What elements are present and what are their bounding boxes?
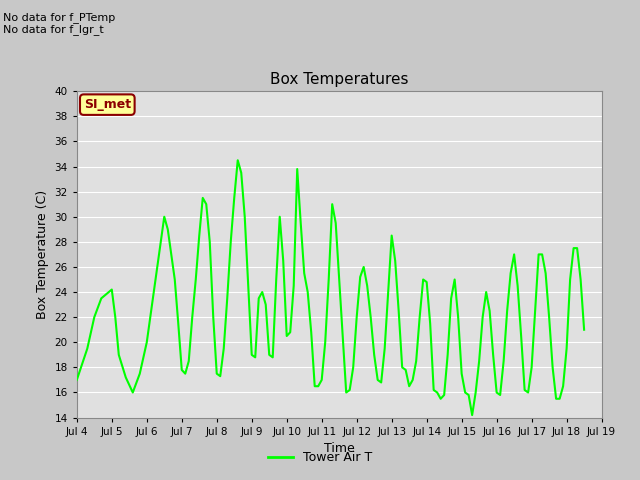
Text: No data for f_lgr_t: No data for f_lgr_t — [3, 24, 104, 35]
Legend: Tower Air T: Tower Air T — [263, 446, 377, 469]
X-axis label: Time: Time — [324, 442, 355, 455]
Y-axis label: Box Temperature (C): Box Temperature (C) — [36, 190, 49, 319]
Title: Box Temperatures: Box Temperatures — [270, 72, 408, 87]
Text: No data for f_PTemp: No data for f_PTemp — [3, 12, 115, 23]
Text: SI_met: SI_met — [84, 98, 131, 111]
